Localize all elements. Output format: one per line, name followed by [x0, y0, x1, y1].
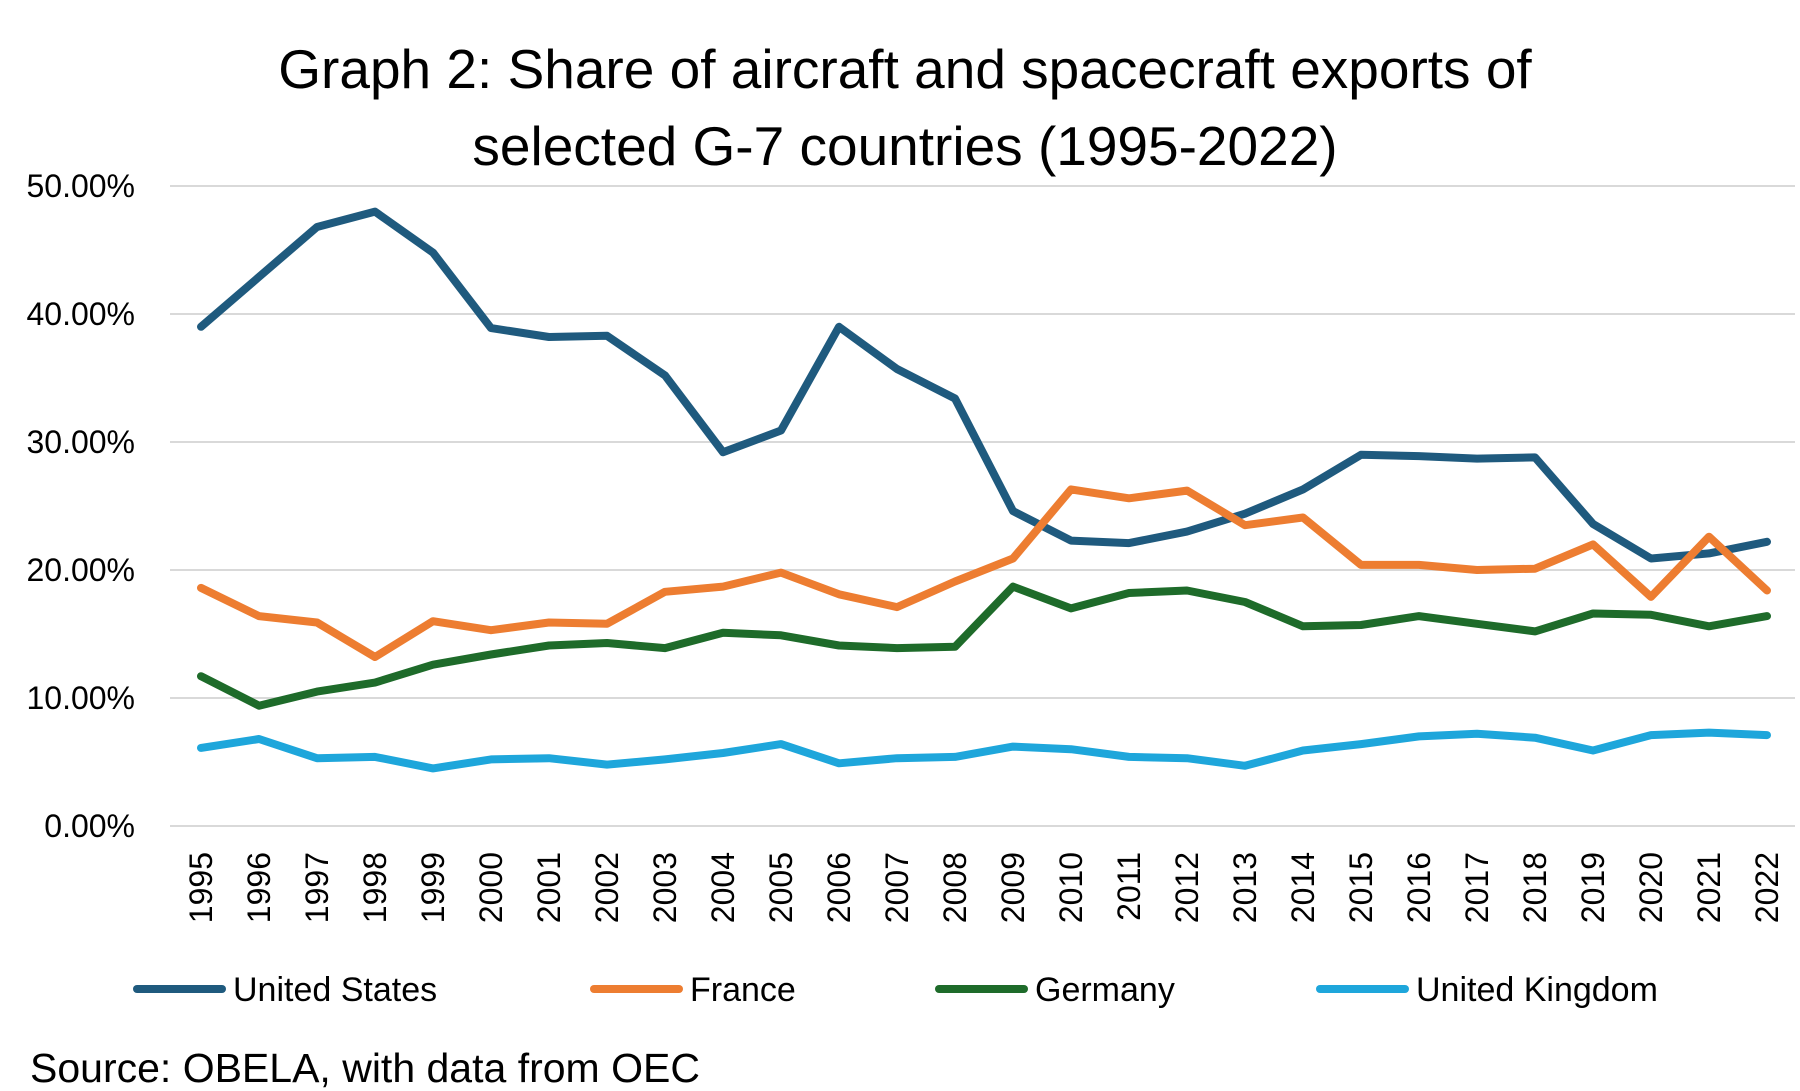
legend-label-germany: Germany: [1035, 971, 1175, 1009]
x-tick-label: 1999: [415, 852, 451, 923]
y-tick-label: 0.00%: [44, 808, 135, 844]
x-tick-label: 2016: [1401, 852, 1437, 923]
x-tick-label: 2002: [589, 852, 625, 923]
chart-title-line-1: Graph 2: Share of aircraft and spacecraf…: [278, 38, 1532, 100]
x-tick-label: 2001: [531, 852, 567, 923]
x-tick-label: 2021: [1691, 852, 1727, 923]
series-line-france: [197, 485, 1771, 661]
x-tick-label: 2009: [995, 852, 1031, 923]
x-tick-label: 2020: [1633, 852, 1669, 923]
x-tick-label: 2006: [821, 852, 857, 923]
x-tick-label: 2014: [1285, 852, 1321, 923]
legend: United States France Germany United Kingdom: [133, 971, 1658, 1009]
legend-label-united-states: United States: [233, 971, 437, 1009]
chart-title: Graph 2: Share of aircraft and spacecraf…: [278, 38, 1532, 177]
series-line-united-kingdom: [197, 728, 1771, 773]
series-line-germany: [197, 582, 1771, 710]
series-line-united-states: [197, 207, 1771, 563]
x-tick-label: 1998: [357, 852, 393, 923]
x-tick-label: 1996: [241, 852, 277, 923]
legend-label-united-kingdom: United Kingdom: [1416, 971, 1658, 1009]
y-tick-label: 40.00%: [26, 296, 135, 332]
legend-label-france: France: [690, 971, 796, 1009]
series-lines: [197, 207, 1771, 773]
x-tick-label: 2004: [705, 852, 741, 923]
y-axis-tick-labels: 0.00% 10.00% 20.00% 30.00% 40.00% 50.00%: [26, 168, 135, 844]
x-tick-label: 2007: [879, 852, 915, 923]
x-tick-label: 2000: [473, 852, 509, 923]
x-tick-label: 2015: [1343, 852, 1379, 923]
x-tick-label: 2017: [1459, 852, 1495, 923]
x-tick-label: 2011: [1111, 852, 1147, 921]
x-tick-label: 2012: [1169, 852, 1205, 923]
x-tick-label: 2013: [1227, 852, 1263, 923]
y-tick-label: 50.00%: [26, 168, 135, 204]
x-tick-label: 2010: [1053, 852, 1089, 923]
x-tick-label: 1995: [183, 852, 219, 923]
chart-title-line-2: selected G-7 countries (1995-2022): [472, 115, 1337, 177]
x-tick-label: 2008: [937, 852, 973, 923]
x-tick-label: 2018: [1517, 852, 1553, 923]
source-note: Source: OBELA, with data from OEC: [30, 1045, 700, 1091]
x-tick-label: 2019: [1575, 852, 1611, 923]
y-tick-label: 20.00%: [26, 552, 135, 588]
x-tick-label: 2022: [1749, 852, 1785, 923]
x-axis-tick-labels: 1995 1996 1997 1998 1999 2000 2001 2002 2003 2004…: [183, 852, 1785, 923]
x-tick-label: 2003: [647, 852, 683, 923]
y-tick-label: 10.00%: [26, 680, 135, 716]
y-tick-label: 30.00%: [26, 424, 135, 460]
gridlines: [170, 185, 1795, 827]
x-tick-label: 2005: [763, 852, 799, 923]
x-tick-label: 1997: [299, 852, 335, 923]
